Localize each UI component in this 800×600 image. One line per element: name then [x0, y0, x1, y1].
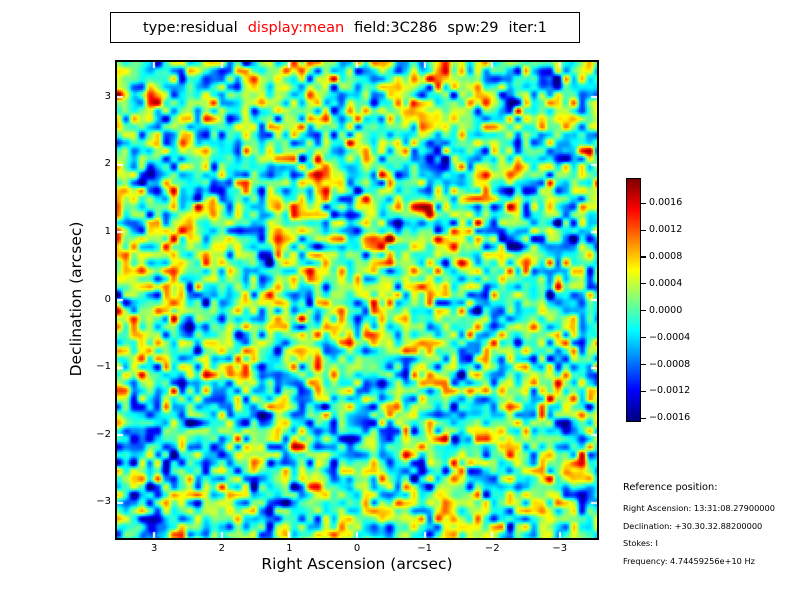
- title-part-display: display:mean: [247, 19, 345, 36]
- x-tick-label: −2: [484, 543, 500, 554]
- plot-frame: [115, 60, 599, 540]
- reference-line-frequency: Frequency: 4.74459256e+10 Hz: [623, 555, 755, 566]
- colorbar-tick-mark: [641, 390, 646, 392]
- reference-position-block: Reference position: Right Ascension: 13:…: [623, 482, 775, 573]
- colorbar-tick-mark: [641, 310, 646, 312]
- colorbar-tick-mark: [641, 283, 646, 285]
- colorbar-tick-mark: [641, 337, 646, 339]
- x-tick-label: −1: [417, 543, 432, 554]
- residual-image-canvas: [117, 62, 597, 538]
- y-tick-label: −2: [96, 428, 111, 440]
- reference-heading: Reference position:: [623, 482, 718, 493]
- y-tick-label: 0: [104, 293, 111, 305]
- colorbar-tick-label: −0.0012: [649, 385, 691, 397]
- title-part-iter: iter:1: [508, 19, 547, 36]
- colorbar-tick-mark: [641, 256, 646, 258]
- plot-title-box: type:residual display:mean field:3C286 s…: [110, 12, 580, 43]
- colorbar-tick-mark: [641, 229, 646, 231]
- x-tick-label: 2: [218, 543, 225, 554]
- colorbar-tick-label: −0.0004: [649, 331, 691, 343]
- y-axis-label: Declination (arcsec): [67, 221, 85, 377]
- y-tick-label: 1: [104, 225, 111, 237]
- colorbar-tick-label: −0.0008: [649, 358, 691, 370]
- colorbar-tick-label: 0.0016: [649, 197, 683, 209]
- x-tick-label: −3: [552, 543, 568, 554]
- reference-line-ra: Right Ascension: 13:31:08.27900000: [623, 503, 775, 513]
- colorbar-tick-label: 0.0012: [649, 224, 683, 236]
- x-tick-label: 3: [151, 543, 158, 554]
- colorbar-tick-mark: [641, 417, 646, 419]
- colorbar: [626, 178, 641, 422]
- title-part-spw: spw:29: [447, 19, 499, 36]
- reference-line-dec: Declination: +30.30.32.88200000: [623, 520, 763, 531]
- y-tick-label: −1: [96, 361, 111, 373]
- colorbar-tick-mark: [641, 202, 646, 204]
- colorbar-tick-mark: [641, 363, 646, 366]
- colorbar-gradient: [627, 179, 640, 421]
- x-tick-label: 1: [286, 543, 293, 554]
- x-axis-label: Right Ascension (arcsec): [261, 555, 453, 573]
- title-part-field: field:3C286: [354, 19, 438, 36]
- y-tick-label: −3: [96, 496, 111, 508]
- colorbar-tick-label: 0.0004: [649, 277, 683, 289]
- reference-line-stokes: Stokes: I: [623, 538, 658, 548]
- title-part-type: type:residual: [142, 19, 238, 36]
- colorbar-tick-label: 0.0008: [649, 251, 683, 262]
- colorbar-tick-label: 0.0000: [649, 304, 683, 316]
- y-tick-label: 3: [104, 90, 111, 102]
- y-tick-label: 2: [104, 158, 111, 170]
- colorbar-tick-label: −0.0016: [649, 412, 691, 424]
- x-tick-label: 0: [353, 543, 361, 554]
